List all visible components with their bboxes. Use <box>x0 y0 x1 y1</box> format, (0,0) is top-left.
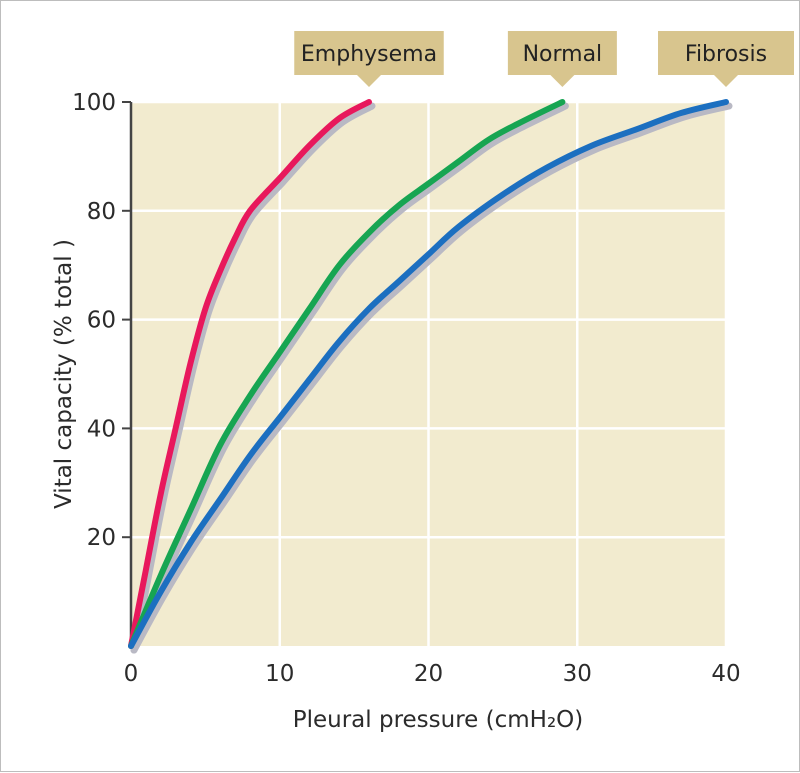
x-tick-label: 40 <box>711 661 740 687</box>
y-tick-label: 60 <box>87 308 116 334</box>
y-tick-label: 80 <box>87 199 116 225</box>
y-tick-labels: 20 40 60 80 100 <box>72 90 116 551</box>
x-axis-title: Pleural pressure (cmH₂O) <box>293 707 584 733</box>
y-tick-label: 40 <box>87 416 116 442</box>
x-tick-label: 30 <box>563 661 592 687</box>
normal-curve-shadow <box>130 102 569 654</box>
series-labels: Emphysema Normal Fibrosis <box>294 31 794 87</box>
fibrosis-curve-shadow <box>130 102 733 654</box>
emphysema-curve <box>128 99 372 649</box>
fibrosis-label: Fibrosis <box>685 42 767 67</box>
axes <box>122 101 133 646</box>
normal-label: Normal <box>523 42 603 67</box>
y-tick-label: 100 <box>72 90 116 116</box>
normal-curve <box>128 99 566 649</box>
y-axis-title: Vital capacity (% total ) <box>51 239 77 509</box>
emphysema-label: Emphysema <box>301 42 437 67</box>
curve-shadows <box>130 102 733 654</box>
y-tick-label: 20 <box>87 525 116 551</box>
x-tick-label: 20 <box>414 661 443 687</box>
curves <box>128 99 729 649</box>
normal-label-tag <box>507 31 617 87</box>
fibrosis-curve <box>128 99 729 649</box>
x-tick-label: 0 <box>124 661 139 687</box>
emphysema-curve-shadow <box>130 102 376 654</box>
x-tick-label: 10 <box>265 661 294 687</box>
grid-lines <box>131 100 728 646</box>
fibrosis-label-tag <box>658 31 794 87</box>
x-tick-labels: 0 10 20 30 40 <box>124 661 741 687</box>
emphysema-label-tag <box>294 31 444 87</box>
